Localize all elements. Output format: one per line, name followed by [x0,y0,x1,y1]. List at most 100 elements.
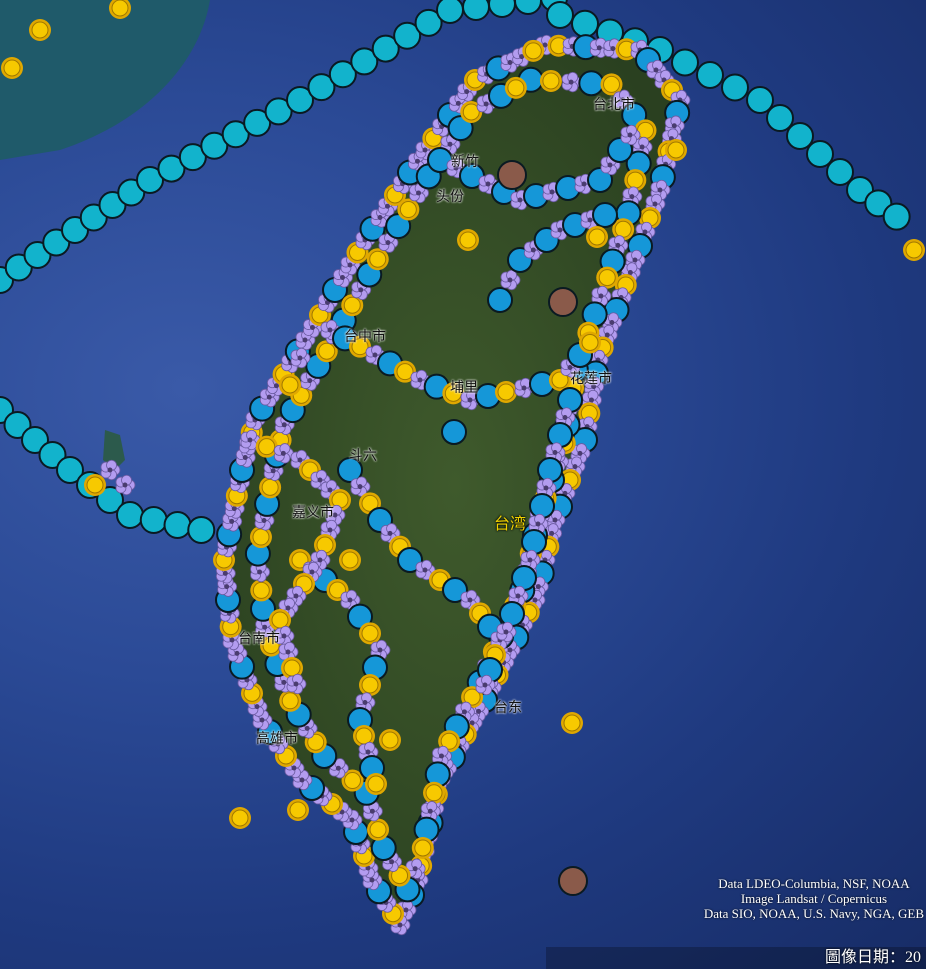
sun-marker-icon[interactable] [353,725,375,747]
flower-marker-icon[interactable] [415,139,436,161]
place-label-douliu[interactable]: 斗六 [349,448,377,464]
place-label-hualien[interactable]: 花莲市 [570,371,612,387]
track-marker[interactable] [157,154,186,183]
blue-marker[interactable] [587,167,613,193]
blue-marker[interactable] [511,565,537,591]
place-label-taipei[interactable]: 台北市 [593,97,635,113]
sun-marker-icon[interactable] [394,360,416,383]
sun-marker-icon[interactable] [269,609,291,631]
track-marker[interactable] [546,1,574,29]
flower-marker-icon[interactable] [574,173,595,195]
sun-marker-icon[interactable] [359,622,381,645]
sun-marker-icon[interactable] [339,549,361,571]
flower-marker-icon[interactable] [646,59,667,81]
blue-marker[interactable] [441,419,467,445]
blue-marker[interactable] [337,457,363,483]
blue-marker[interactable] [499,601,525,627]
place-label-taitung[interactable]: 台东 [494,700,522,716]
track-marker[interactable] [462,0,490,21]
flower-marker-icon[interactable] [620,124,641,146]
blue-marker[interactable] [537,457,563,483]
sun-marker-icon[interactable] [539,69,562,92]
sun-marker-icon[interactable] [379,729,401,751]
flower-marker-icon[interactable] [340,254,361,276]
track-marker[interactable] [696,61,724,89]
sun-marker-icon[interactable] [341,769,364,792]
track-marker[interactable] [200,131,229,160]
track-marker[interactable] [371,34,400,63]
sun-marker-icon[interactable] [229,807,251,829]
sun-marker-icon[interactable] [1,57,23,79]
track-marker[interactable] [178,143,207,172]
flower-marker-icon[interactable] [292,769,313,791]
blue-marker[interactable] [347,603,373,630]
sun-marker-icon[interactable] [29,19,51,41]
sun-marker-icon[interactable] [315,340,338,363]
brown-marker[interactable] [548,287,578,317]
flower-marker-icon[interactable] [561,71,582,93]
flower-marker-icon[interactable] [500,269,521,291]
track-marker[interactable] [671,48,699,77]
sun-marker-icon[interactable] [281,657,303,679]
track-marker[interactable] [806,140,834,168]
blue-marker[interactable] [547,422,573,448]
blue-marker[interactable] [578,70,605,97]
place-label-puli[interactable]: 埔里 [450,380,478,396]
brown-marker[interactable] [497,160,527,190]
flower-marker-icon[interactable] [115,474,136,496]
sun-marker-icon[interactable] [279,374,301,396]
flower-marker-icon[interactable] [328,758,349,779]
sun-marker-icon[interactable] [522,39,545,62]
sun-marker-icon[interactable] [249,526,272,549]
track-marker[interactable] [139,506,168,534]
flower-marker-icon[interactable] [645,193,666,215]
blue-marker[interactable] [557,387,583,413]
flower-marker-icon[interactable] [475,674,496,696]
sun-marker-icon[interactable] [259,476,282,499]
flower-marker-icon[interactable] [410,369,431,391]
sun-marker-icon[interactable] [596,266,619,289]
track-marker[interactable] [163,511,192,539]
track-marker[interactable] [414,8,443,37]
sun-marker-icon[interactable] [423,781,446,804]
sun-marker-icon[interactable] [579,331,601,354]
place-label-kaohsiung[interactable]: 高雄市 [256,731,298,747]
track-marker[interactable] [514,0,542,15]
blue-marker[interactable] [592,202,618,228]
flower-marker-icon[interactable] [460,589,481,611]
flower-marker-icon[interactable] [405,858,426,879]
sun-marker-icon[interactable] [366,248,389,271]
flower-marker-icon[interactable] [380,523,401,544]
sun-marker-icon[interactable] [359,674,381,696]
track-marker[interactable] [766,104,794,132]
track-marker[interactable] [882,202,911,231]
sun-marker-icon[interactable] [279,689,302,712]
place-label-taichung[interactable]: 台中市 [344,329,386,345]
sun-marker-icon[interactable] [109,0,131,19]
track-marker[interactable] [187,516,216,544]
sun-marker-icon[interactable] [457,229,479,251]
track-marker[interactable] [436,0,464,24]
brown-marker[interactable] [558,866,588,896]
sun-marker-icon[interactable] [495,381,517,403]
track-marker[interactable] [136,166,164,194]
track-marker[interactable] [96,486,124,514]
track-marker[interactable] [328,60,357,89]
flower-marker-icon[interactable] [460,389,481,411]
sun-marker-icon[interactable] [504,76,527,99]
sun-marker-icon[interactable] [255,435,278,458]
track-marker[interactable] [56,456,84,484]
sun-marker-icon[interactable] [600,73,623,96]
place-label-tainan[interactable]: 台南市 [238,631,280,647]
flower-marker-icon[interactable] [613,89,634,110]
flower-marker-icon[interactable] [496,621,517,643]
track-marker[interactable] [746,86,774,114]
track-marker[interactable] [264,97,293,126]
sun-marker-icon[interactable] [442,382,465,405]
flower-marker-icon[interactable] [420,801,441,822]
sun-marker-icon[interactable] [365,773,387,795]
blue-marker[interactable] [607,137,633,163]
flower-marker-icon[interactable] [536,477,557,499]
blue-marker[interactable] [385,213,412,240]
